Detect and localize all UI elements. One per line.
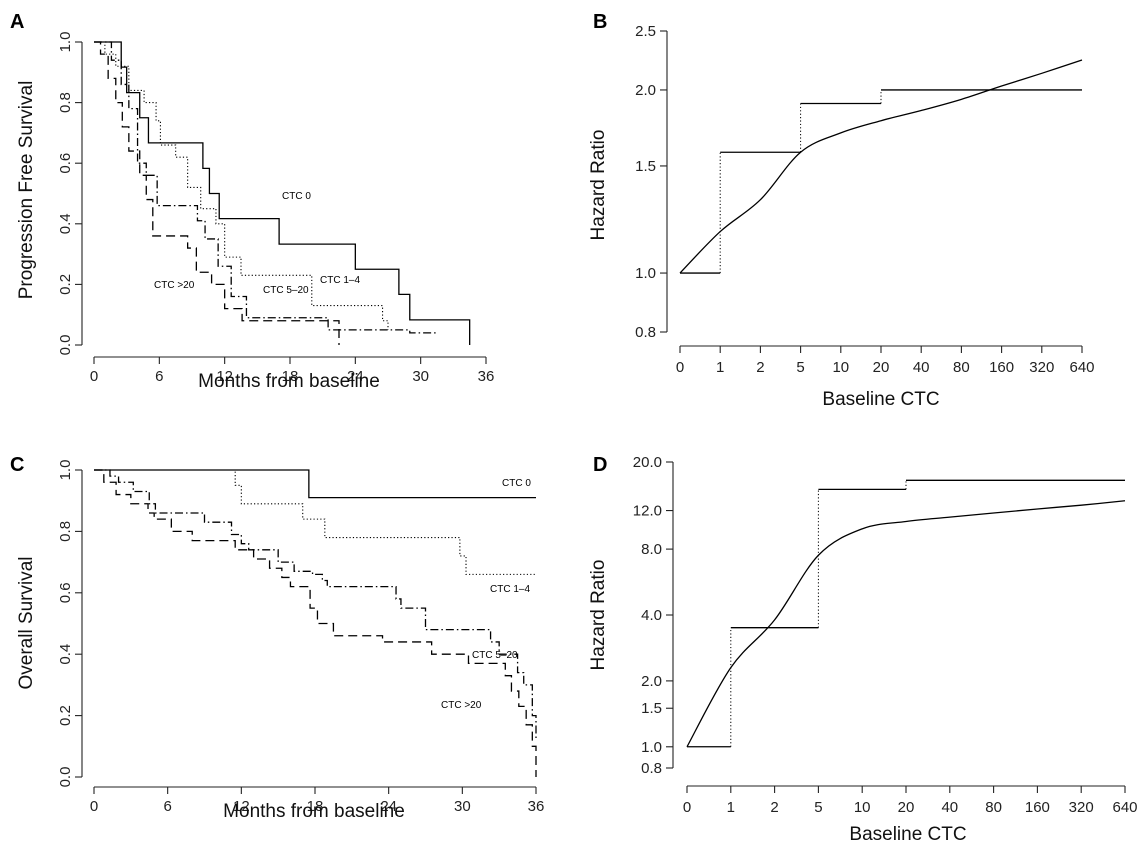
x-tick-label: 30 xyxy=(454,798,471,815)
survival-curve-3 xyxy=(94,41,340,345)
y-tick-label: 0.8 xyxy=(635,324,656,341)
x-tick-label: 320 xyxy=(1029,359,1054,376)
y-tick-label: 1.0 xyxy=(57,460,74,481)
x-tick-label: 5 xyxy=(796,359,804,376)
x-tick-label: 24 xyxy=(347,368,364,385)
y-tick-label: 20.0 xyxy=(633,454,662,471)
y-tick-label: 0.4 xyxy=(57,213,74,234)
panel-c-label-ctc1-4: CTC 1–4 xyxy=(490,584,530,595)
panel-a: A 0.0 0.2 0.4 0.6 0.8 1.0 0 6 12 18 24 30 36 Months… xyxy=(10,11,494,392)
panel-c-y-title: Overall Survival xyxy=(16,556,37,689)
y-tick-label: 0.8 xyxy=(57,521,74,542)
x-tick-label: 12 xyxy=(233,798,250,815)
x-tick-label: 0 xyxy=(676,359,684,376)
x-tick-label: 40 xyxy=(941,799,958,816)
panel-a-label-ctc20: CTC >20 xyxy=(154,280,195,291)
y-tick-label: 4.0 xyxy=(641,607,662,624)
x-tick-label: 160 xyxy=(989,359,1014,376)
panel-a-x-title: Months from baseline xyxy=(198,371,380,392)
panel-c-x-title: Months from baseline xyxy=(223,801,405,822)
x-tick-label: 2 xyxy=(756,359,764,376)
x-tick-label: 18 xyxy=(282,368,299,385)
y-tick-label: 0.2 xyxy=(57,705,74,726)
x-tick-label: 18 xyxy=(307,798,324,815)
y-tick-label: 0.8 xyxy=(57,92,74,113)
panel-a-label-ctc1-4: CTC 1–4 xyxy=(320,275,360,286)
y-tick-label: 1.5 xyxy=(635,158,656,175)
x-tick-label: 160 xyxy=(1025,799,1050,816)
x-tick-label: 36 xyxy=(478,368,495,385)
panel-d-y-title: Hazard Ratio xyxy=(588,560,609,671)
panel-a-y-title: Progression Free Survival xyxy=(16,81,37,300)
y-tick-label: 0.6 xyxy=(57,153,74,174)
panel-c-letter: C xyxy=(10,454,24,476)
survival-curve-1 xyxy=(94,469,536,575)
x-tick-label: 1 xyxy=(716,359,724,376)
panel-d-letter: D xyxy=(593,454,607,476)
panel-a-letter: A xyxy=(10,11,24,33)
panel-b-y-title: Hazard Ratio xyxy=(588,130,609,241)
x-tick-label: 10 xyxy=(854,799,871,816)
x-tick-label: 2 xyxy=(770,799,778,816)
smooth-hazard-curve xyxy=(686,500,1126,748)
y-tick-label: 0.0 xyxy=(57,767,74,788)
x-tick-label: 20 xyxy=(873,359,890,376)
smooth-hazard-curve xyxy=(679,59,1083,274)
x-tick-label: 1 xyxy=(727,799,735,816)
panel-c: C 0.0 0.2 0.4 0.6 0.8 1.0 0 6 12 18 24 30 36 Months… xyxy=(10,454,544,822)
y-tick-label: 0.0 xyxy=(57,335,74,356)
panel-b-x-title: Baseline CTC xyxy=(822,389,939,410)
survival-curve-2 xyxy=(94,41,437,334)
survival-curve-1 xyxy=(94,41,389,330)
survival-curve-3 xyxy=(94,469,537,777)
panel-a-label-ctc5-20: CTC 5–20 xyxy=(263,285,309,296)
panel-d-x-title: Baseline CTC xyxy=(849,824,966,845)
panel-c-label-ctc20: CTC >20 xyxy=(441,700,482,711)
y-tick-label: 0.6 xyxy=(57,582,74,603)
x-tick-label: 80 xyxy=(953,359,970,376)
y-tick-label: 2.0 xyxy=(641,673,662,690)
y-tick-label: 1.0 xyxy=(641,739,662,756)
y-tick-label: 8.0 xyxy=(641,541,662,558)
x-tick-label: 10 xyxy=(832,359,849,376)
x-tick-label: 80 xyxy=(985,799,1002,816)
y-tick-label: 0.8 xyxy=(641,760,662,777)
panel-b: B 0.81.01.52.02.5 0 1 2 5 10 20 40 80 160 320 640 … xyxy=(588,11,1095,410)
panel-c-label-ctc5-20: CTC 5–20 xyxy=(472,650,518,661)
x-tick-label: 0 xyxy=(90,368,98,385)
y-tick-label: 0.2 xyxy=(57,274,74,295)
x-tick-label: 0 xyxy=(683,799,691,816)
y-tick-label: 1.0 xyxy=(635,265,656,282)
survival-curve-2 xyxy=(94,469,537,741)
panel-d: D 0.8 1.0 1.5 2.0 4.0 8.0 12.0 20.0 0 1 2 5 10 20 40 8… xyxy=(588,454,1138,845)
x-tick-label: 640 xyxy=(1069,359,1094,376)
x-tick-label: 6 xyxy=(163,798,171,815)
x-tick-label: 36 xyxy=(528,798,545,815)
panel-b-letter: B xyxy=(593,11,607,33)
y-tick-label: 2.5 xyxy=(635,23,656,40)
x-tick-label: 30 xyxy=(412,368,429,385)
panel-c-label-ctc0: CTC 0 xyxy=(502,478,531,489)
x-tick-label: 0 xyxy=(90,798,98,815)
y-tick-label: 0.4 xyxy=(57,644,74,665)
survival-curve-0 xyxy=(94,469,536,499)
x-tick-label: 320 xyxy=(1069,799,1094,816)
x-tick-label: 20 xyxy=(898,799,915,816)
y-tick-label: 12.0 xyxy=(633,503,662,520)
x-tick-label: 40 xyxy=(913,359,930,376)
x-tick-label: 6 xyxy=(155,368,163,385)
y-tick-label: 2.0 xyxy=(635,82,656,99)
x-tick-label: 24 xyxy=(380,798,397,815)
x-tick-label: 640 xyxy=(1112,799,1137,816)
x-tick-label: 12 xyxy=(216,368,233,385)
y-tick-label: 1.0 xyxy=(57,32,74,53)
x-tick-label: 5 xyxy=(814,799,822,816)
panel-a-label-ctc0: CTC 0 xyxy=(282,191,311,202)
y-tick-label: 1.5 xyxy=(641,700,662,717)
